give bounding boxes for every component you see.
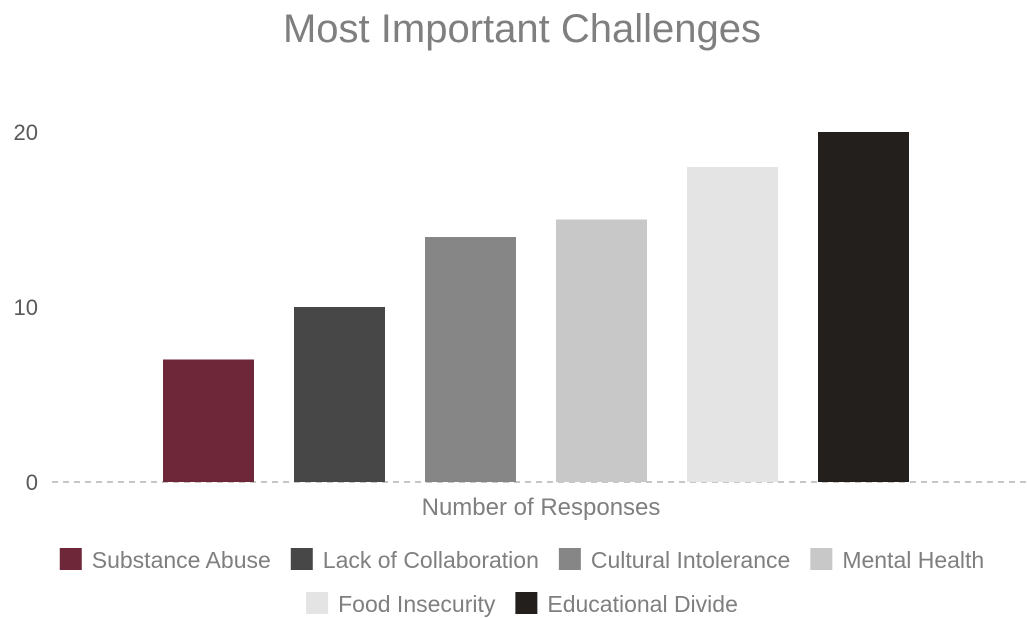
bar-cultural-intolerance bbox=[425, 237, 516, 482]
bars bbox=[163, 132, 909, 482]
legend: Substance Abuse Lack of Collaboration Cult… bbox=[59, 547, 984, 617]
legend-label-mental-health: Mental Health bbox=[842, 547, 984, 573]
legend-swatch-lack-of-collaboration bbox=[290, 548, 313, 570]
y-tick-label-10: 10 bbox=[14, 295, 38, 320]
bar-educational-divide bbox=[818, 132, 909, 482]
legend-swatch-educational-divide bbox=[515, 592, 538, 614]
legend-label-substance-abuse: Substance Abuse bbox=[92, 547, 271, 573]
bar-mental-health bbox=[556, 219, 647, 482]
bar-lack-of-collaboration bbox=[294, 307, 385, 482]
legend-item-substance-abuse: Substance Abuse bbox=[59, 547, 271, 573]
legend-item-mental-health: Mental Health bbox=[810, 547, 984, 573]
legend-label-lack-of-collaboration: Lack of Collaboration bbox=[323, 547, 539, 573]
legend-item-educational-divide: Educational Divide bbox=[515, 591, 738, 617]
y-axis-ticks: 0 10 20 bbox=[14, 120, 38, 495]
legend-label-educational-divide: Educational Divide bbox=[547, 591, 738, 617]
x-axis-label: Number of Responses bbox=[422, 494, 661, 521]
legend-item-food-insecurity: Food Insecurity bbox=[306, 591, 496, 617]
legend-label-food-insecurity: Food Insecurity bbox=[338, 591, 496, 617]
legend-swatch-cultural-intolerance bbox=[558, 548, 581, 570]
y-tick-label-20: 20 bbox=[14, 120, 38, 145]
legend-item-lack-of-collaboration: Lack of Collaboration bbox=[290, 547, 539, 573]
legend-swatch-substance-abuse bbox=[59, 548, 82, 570]
legend-swatch-food-insecurity bbox=[306, 592, 329, 614]
bar-food-insecurity bbox=[687, 167, 778, 482]
legend-swatch-mental-health bbox=[810, 548, 833, 570]
y-tick-label-0: 0 bbox=[26, 470, 38, 495]
legend-label-cultural-intolerance: Cultural Intolerance bbox=[591, 547, 790, 573]
legend-item-cultural-intolerance: Cultural Intolerance bbox=[558, 547, 790, 573]
bar-substance-abuse bbox=[163, 359, 254, 482]
chart-title: Most Important Challenges bbox=[283, 7, 761, 51]
